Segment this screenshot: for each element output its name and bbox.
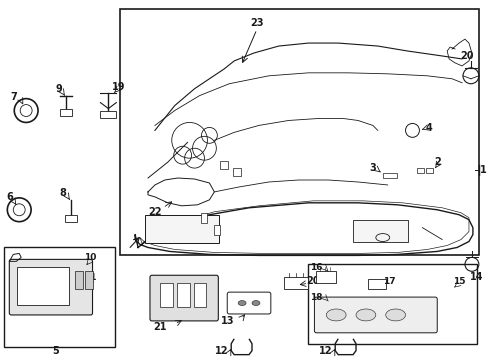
- Text: 3: 3: [369, 163, 375, 173]
- Ellipse shape: [385, 309, 405, 321]
- Text: 7: 7: [10, 92, 17, 102]
- Bar: [193, 283, 206, 307]
- Bar: [17, 267, 69, 305]
- Text: 1: 1: [479, 165, 486, 175]
- Text: 13: 13: [220, 316, 234, 326]
- Text: 4: 4: [425, 123, 432, 134]
- FancyBboxPatch shape: [227, 292, 270, 314]
- Ellipse shape: [355, 309, 375, 321]
- Text: 16: 16: [309, 263, 322, 272]
- Text: 12: 12: [318, 346, 331, 356]
- Bar: [64, 215, 77, 222]
- Text: 5: 5: [52, 346, 59, 356]
- Bar: [367, 279, 385, 289]
- Bar: [120, 9, 478, 255]
- Bar: [352, 220, 407, 242]
- Text: 9: 9: [55, 84, 62, 94]
- Text: 23: 23: [250, 18, 263, 28]
- Bar: [145, 215, 219, 243]
- Bar: [60, 109, 72, 116]
- Bar: [176, 283, 189, 307]
- Bar: [382, 173, 396, 178]
- Text: 12: 12: [214, 346, 227, 356]
- Text: 18: 18: [309, 293, 322, 302]
- Ellipse shape: [251, 301, 260, 306]
- Bar: [75, 271, 82, 289]
- Ellipse shape: [325, 309, 346, 321]
- FancyBboxPatch shape: [314, 297, 436, 333]
- Text: 21: 21: [153, 322, 166, 332]
- Text: 20: 20: [306, 276, 320, 286]
- Bar: [201, 213, 207, 223]
- Bar: [233, 168, 241, 176]
- Text: 11: 11: [84, 273, 97, 282]
- Bar: [100, 111, 116, 118]
- FancyBboxPatch shape: [9, 260, 92, 315]
- Text: 20: 20: [459, 51, 473, 61]
- Text: 19: 19: [111, 82, 125, 92]
- Text: 8: 8: [59, 188, 66, 198]
- Text: 6: 6: [6, 192, 13, 202]
- Text: 10: 10: [84, 253, 97, 262]
- Bar: [84, 271, 92, 289]
- Bar: [160, 283, 172, 307]
- Ellipse shape: [238, 301, 245, 306]
- Text: 14: 14: [469, 272, 483, 282]
- Text: 22: 22: [148, 207, 162, 217]
- Bar: [417, 168, 424, 173]
- Bar: [220, 161, 228, 169]
- Bar: [214, 225, 220, 235]
- Bar: [4, 247, 115, 347]
- Bar: [316, 271, 336, 283]
- FancyBboxPatch shape: [150, 275, 218, 321]
- Text: 2: 2: [433, 157, 440, 167]
- Bar: [283, 277, 308, 289]
- Bar: [308, 264, 476, 344]
- Bar: [426, 168, 432, 173]
- Text: 17: 17: [383, 277, 395, 286]
- Text: 15: 15: [452, 277, 465, 286]
